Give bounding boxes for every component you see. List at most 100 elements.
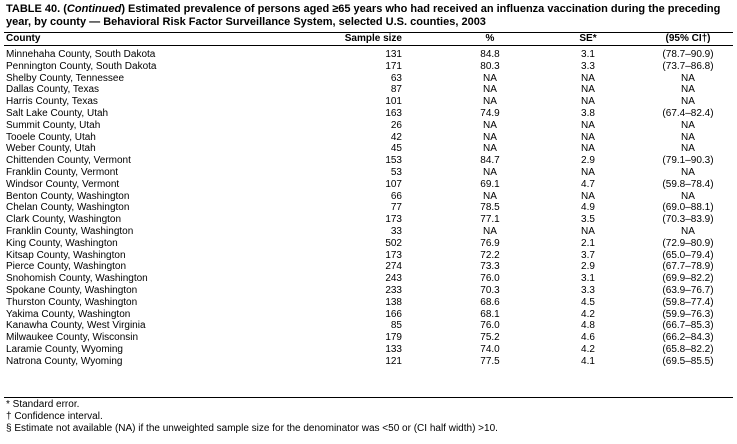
cell-value: 166 [385, 308, 402, 320]
cell-value: NA [483, 96, 497, 108]
cell-value: 70.3 [480, 285, 500, 296]
title-text: Continued [66, 3, 122, 15]
cell-value: 121 [385, 355, 402, 367]
row-label: Clark County, Washington [6, 214, 122, 226]
cell-value: 68.6 [480, 296, 500, 308]
cell-value: 42 [390, 131, 402, 143]
cell-value: NA [483, 119, 497, 131]
cell-value: 3.3 [581, 60, 595, 72]
cell-value: 80.3 [480, 60, 500, 72]
cell-value: 76.0 [480, 320, 500, 332]
cell-value: (70.3–83.9) [662, 214, 714, 226]
row-label: Chittenden County, Vermont [6, 155, 131, 167]
cell-value: NA [581, 72, 595, 84]
row-label: Summit County, Utah [6, 119, 101, 131]
cell-value: 4.5 [581, 296, 595, 308]
row-label: Yakima County, Washington [6, 308, 131, 320]
cell-value: (66.7–85.3) [662, 320, 714, 332]
cell-value: (59.8–77.4) [662, 296, 714, 308]
cell-value: 2.1 [581, 237, 595, 249]
cell-value: 3.5 [581, 214, 595, 226]
rule [4, 32, 733, 33]
cell-value: 77.5 [480, 355, 500, 367]
cell-value: 171 [385, 60, 402, 72]
cell-value: NA [581, 84, 595, 96]
cell-value: 26 [390, 119, 402, 131]
cell-value: NA [581, 96, 595, 108]
row-label: King County, Washington [6, 237, 118, 249]
cell-value: NA [681, 143, 695, 155]
row-label: Salt Lake County, Utah [6, 108, 109, 119]
cell-value: NA [681, 96, 695, 108]
footnote: † Confidence interval. [6, 411, 103, 422]
cell-value: 4.1 [581, 355, 595, 367]
cell-value: 179 [385, 332, 402, 344]
cell-value: (65.0–79.4) [662, 249, 714, 261]
row-label: Kitsap County, Washington [6, 249, 126, 261]
row-label: Shelby County, Tennessee [6, 72, 125, 84]
row-label: Weber County, Utah [6, 143, 96, 155]
cell-value: NA [483, 226, 497, 237]
cell-value: 3.3 [581, 285, 595, 296]
cell-value: 4.7 [581, 178, 595, 190]
cell-value: 4.2 [581, 308, 595, 320]
column-header: (95% CI†) [665, 33, 711, 44]
cell-value: (78.7–90.9) [662, 49, 714, 60]
cell-value: NA [681, 84, 695, 96]
cell-value: (59.9–76.3) [662, 308, 714, 320]
cell-value: 3.8 [581, 108, 595, 119]
cell-value: 4.9 [581, 202, 595, 214]
row-label: Kanawha County, West Virginia [6, 320, 146, 332]
cell-value: 74.0 [480, 344, 500, 355]
cell-value: (63.9–76.7) [662, 285, 714, 296]
cell-value: (67.7–78.9) [662, 261, 714, 273]
cell-value: 3.7 [581, 249, 595, 261]
cell-value: NA [483, 72, 497, 84]
title-text: 65 years who had received an influenza v… [6, 3, 721, 28]
cell-value: NA [681, 226, 695, 237]
row-label: Franklin County, Vermont [6, 167, 119, 178]
cell-value: NA [581, 190, 595, 202]
cell-value: 4.8 [581, 320, 595, 332]
cell-value: 53 [390, 167, 402, 178]
row-label: Spokane County, Washington [6, 285, 138, 296]
rule [4, 397, 733, 398]
cell-value: NA [581, 226, 595, 237]
cell-value: NA [681, 167, 695, 178]
cell-value: 84.7 [480, 155, 500, 167]
cell-value: 3.1 [581, 49, 595, 60]
row-label: Harris County, Texas [6, 96, 98, 108]
cell-value: NA [681, 119, 695, 131]
row-label: Laramie County, Wyoming [6, 344, 123, 355]
row-label: Benton County, Washington [6, 190, 130, 202]
cell-value: (66.2–84.3) [662, 332, 714, 344]
cell-value: 274 [385, 261, 402, 273]
row-label: Snohomish County, Washington [6, 273, 148, 285]
cell-value: (69.9–82.2) [662, 273, 714, 285]
cell-value: 77 [390, 202, 402, 214]
cell-value: 173 [385, 214, 402, 226]
cell-value: NA [681, 190, 695, 202]
rule [4, 45, 733, 46]
row-label: Dallas County, Texas [6, 84, 100, 96]
cell-value: 173 [385, 249, 402, 261]
cell-value: 233 [385, 285, 402, 296]
cell-value: 73.3 [480, 261, 500, 273]
row-label: Franklin County, Washington [6, 226, 134, 237]
cell-value: 153 [385, 155, 402, 167]
cell-value: 69.1 [480, 178, 500, 190]
cell-value: 101 [385, 96, 402, 108]
cell-value: 45 [390, 143, 402, 155]
cell-value: NA [581, 167, 595, 178]
row-label: Thurston County, Washington [6, 296, 138, 308]
cell-value: 3.1 [581, 273, 595, 285]
cell-value: 63 [390, 72, 402, 84]
cell-value: 72.2 [480, 249, 500, 261]
footnote: * Standard error. [6, 399, 80, 410]
row-label: Pierce County, Washington [6, 261, 127, 273]
row-label: Milwaukee County, Wisconsin [6, 332, 139, 344]
cell-value: 133 [385, 344, 402, 355]
cell-value: 138 [385, 296, 402, 308]
row-label: Chelan County, Washington [6, 202, 130, 214]
